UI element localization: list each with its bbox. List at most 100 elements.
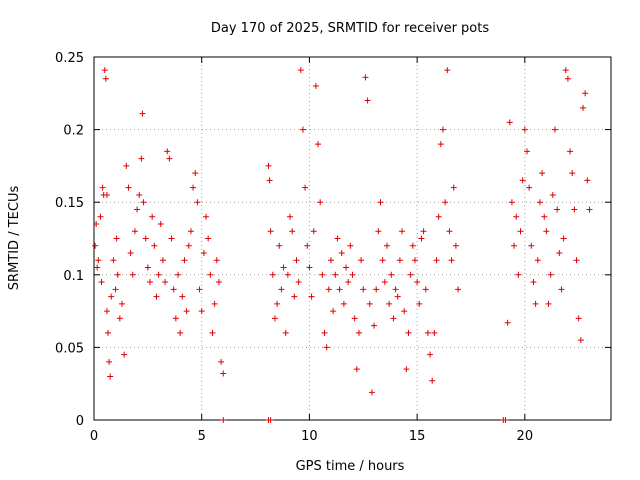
data-point [327,257,334,264]
data-point [209,329,216,336]
data-point [123,162,130,169]
data-point [93,220,100,227]
data-point [345,279,352,286]
data-point [355,329,362,336]
data-point [399,228,406,235]
y-tick-label: 0.25 [55,51,84,66]
data-point [108,293,115,300]
y-axis-label: SRMTID / TECUs [7,186,22,291]
data-point [375,228,382,235]
data-point [159,257,166,264]
data-point [106,358,113,365]
data-point [558,286,565,293]
data-point [416,300,423,307]
data-point [530,279,537,286]
data-point [539,170,546,177]
data-point [323,344,330,351]
data-point [144,264,151,271]
y-tick-label: 0 [76,414,84,429]
data-point [291,293,298,300]
data-point [157,220,164,227]
data-point [571,206,578,213]
data-point [113,235,120,242]
data-point [422,286,429,293]
data-point [435,213,442,220]
data-point [101,67,108,74]
data-point [567,148,574,155]
data-point [444,67,451,74]
data-point [198,308,205,315]
data-point [431,329,438,336]
data-point [295,279,302,286]
x-tick-label: 15 [409,429,426,444]
data-point [170,286,177,293]
data-point [532,300,539,307]
data-point [280,264,287,271]
data-point [455,286,462,293]
data-point [155,271,162,278]
data-point [312,83,319,90]
data-point [175,271,182,278]
data-point [332,271,339,278]
data-point [582,90,589,97]
data-point [166,155,173,162]
data-point [575,315,582,322]
data-point [340,300,347,307]
data-point [515,271,522,278]
data-point [358,257,365,264]
data-point [396,257,403,264]
data-point [319,271,326,278]
data-point [573,257,580,264]
data-point [508,199,515,206]
data-point [136,191,143,198]
data-point [140,199,147,206]
data-point [334,235,341,242]
y-axis-ticks: 0 0.05 0.1 0.15 0.2 0.25 [55,51,611,429]
data-point [534,257,541,264]
data-point [218,358,225,365]
data-point [519,177,526,184]
data-point [266,177,273,184]
data-point [134,206,141,213]
data-point [308,293,315,300]
data-point [420,228,427,235]
data-point [299,126,306,133]
y-tick-label: 0.05 [55,341,84,356]
data-point [92,242,99,249]
data-point [317,199,324,206]
x-tick-label: 0 [90,429,98,444]
data-point [278,286,285,293]
data-point [577,337,584,344]
data-point [97,213,104,220]
data-point [439,126,446,133]
data-point [371,322,378,329]
data-point [287,213,294,220]
data-point [172,315,179,322]
data-point [147,279,154,286]
data-point [181,257,188,264]
data-point [442,199,449,206]
data-point [211,300,218,307]
data-point [103,308,110,315]
data-point [349,271,356,278]
chart-title: Day 170 of 2025, SRMTID for receiver pot… [211,21,489,36]
data-point [526,184,533,191]
data-point [427,351,434,358]
data-point [142,235,149,242]
data-point [386,300,393,307]
data-point [194,199,201,206]
data-point [368,389,375,396]
data-point [347,242,354,249]
data-point [330,308,337,315]
data-point [138,155,145,162]
data-point [98,279,105,286]
data-point [304,242,311,249]
data-point [321,329,328,336]
data-point [297,67,304,74]
data-point [429,377,436,384]
y-tick-label: 0.15 [55,196,84,211]
data-point [353,366,360,373]
data-point [102,75,109,82]
data-point [107,373,114,380]
data-point [284,271,291,278]
